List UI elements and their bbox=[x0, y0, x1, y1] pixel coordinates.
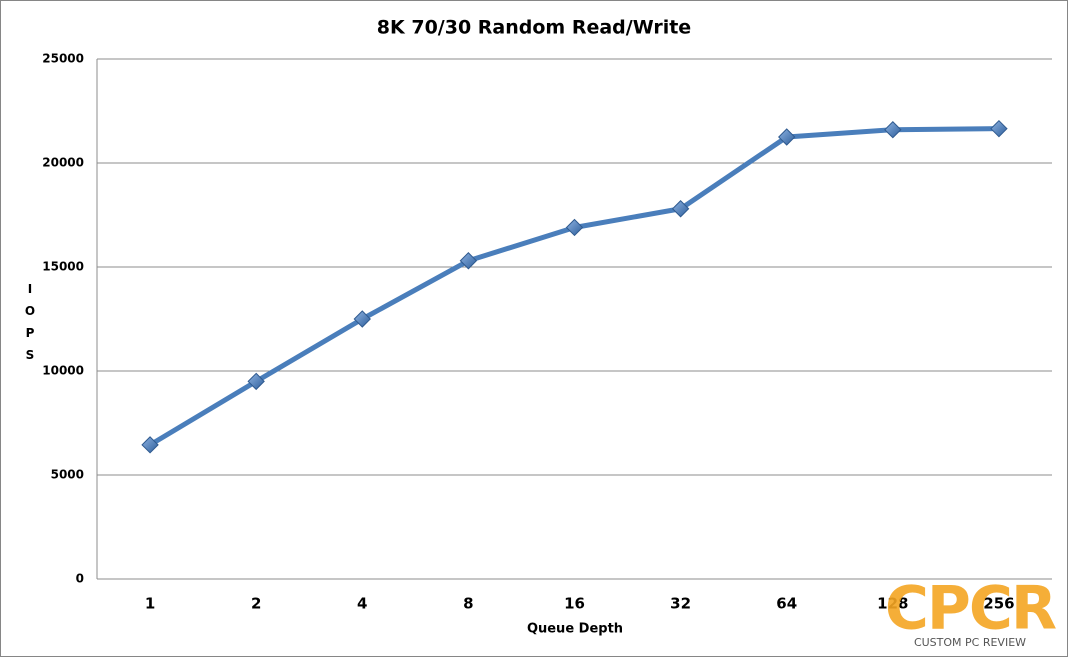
x-tick-label: 1 bbox=[145, 595, 155, 613]
data-point bbox=[141, 436, 159, 454]
data-point bbox=[990, 119, 1008, 138]
y-tick-label: 20000 bbox=[42, 156, 84, 170]
x-tick-label: 4 bbox=[357, 595, 367, 613]
x-tick-label: 256 bbox=[983, 595, 1014, 613]
data-point bbox=[459, 252, 478, 270]
y-axis-label: IOPS bbox=[23, 282, 37, 370]
plot-area: 0 5000 10000 15000 20000 25000 1 2 4 8 16 32 64 128 25… bbox=[42, 52, 1052, 613]
x-tick-label: 16 bbox=[564, 595, 585, 613]
y-tick-label: 15000 bbox=[42, 260, 84, 274]
chart-title: 8K 70/30 Random Read/Write bbox=[377, 17, 691, 39]
data-point bbox=[884, 121, 902, 139]
x-axis-label: Queue Depth bbox=[527, 622, 623, 637]
data-point bbox=[565, 218, 584, 237]
y-tick-label: 0 bbox=[76, 572, 84, 586]
watermark-tagline: CUSTOM PC REVIEW bbox=[914, 636, 1026, 649]
data-point bbox=[671, 200, 690, 218]
watermark-brand: CPCR bbox=[885, 574, 1056, 644]
x-tick-label: 2 bbox=[251, 595, 261, 613]
x-tick-label: 8 bbox=[463, 595, 473, 613]
data-point bbox=[353, 310, 371, 328]
data-point bbox=[778, 128, 796, 146]
y-tick-label: 25000 bbox=[42, 52, 84, 66]
y-tick-label: 5000 bbox=[51, 468, 84, 482]
x-tick-label: 32 bbox=[670, 595, 691, 613]
y-tick-label: 10000 bbox=[42, 364, 84, 378]
x-tick-label: 128 bbox=[877, 595, 908, 613]
data-point bbox=[247, 372, 265, 391]
x-tick-label: 64 bbox=[776, 595, 797, 613]
